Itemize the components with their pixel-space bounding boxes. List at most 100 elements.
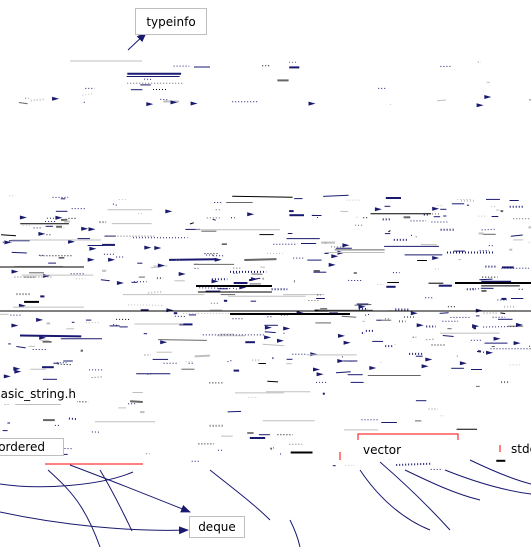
edge-fragment (323, 194, 349, 197)
edge-fragment (91, 376, 103, 378)
edge-arrowhead (432, 256, 440, 260)
edge-arrowhead (165, 209, 173, 214)
edge-arrowhead (39, 335, 47, 340)
edge-arrowhead (19, 215, 27, 220)
edge-fragment (396, 462, 431, 466)
edge-arrowhead (157, 263, 165, 268)
edge-arrowhead (11, 323, 19, 328)
edge-fragment (194, 354, 210, 358)
edge-arrowhead (277, 338, 284, 343)
edge-arrowhead (38, 231, 46, 236)
edge-arrowhead (52, 96, 60, 101)
edge-fragment (189, 222, 194, 225)
edge-arrowhead (432, 206, 440, 211)
edge-fragment (100, 279, 110, 282)
edge-arrowhead (484, 95, 492, 99)
edge-arrowhead (43, 273, 51, 278)
edge-fragment (147, 373, 152, 375)
edge-fragment (341, 315, 357, 318)
edge-cluster (0, 61, 531, 470)
edge-fragment (148, 290, 163, 294)
edge-arrowhead (486, 350, 494, 355)
edge-fragment (262, 343, 285, 347)
edge-fragment (16, 346, 26, 349)
edge-fragment (160, 98, 170, 101)
edge-fragment (354, 304, 372, 306)
edge-fragment (18, 102, 28, 105)
edge-fragment (364, 313, 371, 316)
edge-fragment (264, 331, 276, 334)
edge-to-typeinfo (127, 32, 147, 51)
edge-arrowhead (247, 212, 255, 217)
edge-arrowhead (343, 340, 351, 345)
edge-fragment (0, 234, 17, 237)
edge-arrowhead (425, 357, 433, 362)
edge-arrowhead (338, 333, 345, 338)
node-vector[interactable]: vector (354, 440, 440, 459)
edge-arrowhead (513, 341, 521, 346)
edge-arrowhead (493, 336, 501, 341)
lower-edges (0, 459, 531, 547)
edge-arrowhead (416, 323, 424, 328)
edge-fragment (11, 251, 27, 254)
edge-arrowhead (331, 254, 339, 259)
edge-fragment (227, 360, 232, 363)
edge-fragment (112, 203, 118, 206)
edge-arrowhead (410, 311, 418, 316)
edge-arrowhead (211, 279, 219, 284)
node-typeinfo[interactable]: typeinfo (135, 8, 207, 35)
edge-arrowhead (36, 317, 44, 322)
edge-fragment (128, 304, 164, 306)
edge-arrowhead (3, 374, 11, 379)
edge-arrowhead (214, 257, 222, 262)
edge-fragment (19, 334, 82, 338)
edge-arrowhead (476, 103, 484, 108)
edge-arrowhead (87, 257, 95, 262)
edge-fragment (477, 350, 490, 354)
edge-arrowhead (316, 372, 324, 377)
edge-arrowhead (328, 262, 336, 267)
edge-fragment (270, 446, 275, 450)
highlight-edges (45, 433, 501, 465)
edge-arrowhead (89, 246, 97, 251)
edge-arrowhead (310, 352, 318, 357)
edge-fragment (130, 400, 143, 403)
edge-fragment (244, 258, 277, 261)
edge-arrowhead (11, 269, 19, 274)
edge-arrowhead (4, 240, 12, 245)
edge-arrowhead (160, 340, 168, 345)
edge-arrowhead (14, 369, 22, 374)
edge-fragment (426, 338, 434, 341)
edge-fragment (335, 371, 351, 374)
edge-fragment (68, 417, 78, 421)
edge-arrowhead (369, 366, 377, 370)
edge-fragment (388, 230, 391, 233)
edge-arrowhead (308, 101, 316, 106)
edge-arrowhead (250, 277, 258, 282)
edge-fragment (227, 410, 242, 413)
edge-fragment (232, 287, 239, 290)
edge-arrowhead (154, 246, 162, 250)
edge-fragment (199, 287, 232, 289)
edge-fragment (500, 312, 506, 315)
edge-arrowhead (166, 308, 174, 313)
edge-arrowhead (516, 322, 523, 327)
edge-arrowhead (81, 226, 89, 231)
edge-fragment (113, 324, 118, 326)
edge-fragment (479, 278, 493, 281)
edge-fragment (212, 218, 216, 221)
edge-arrowhead (116, 281, 124, 285)
node-unordered[interactable]: unordered (0, 438, 64, 456)
edge-arrowhead (472, 324, 480, 329)
edge-arrowhead (459, 361, 467, 366)
node-basic-string[interactable]: basic_string.h (0, 384, 77, 404)
edge-arrowhead (108, 257, 116, 262)
edge-arrowhead (358, 304, 366, 309)
node-deque[interactable]: deque (189, 516, 245, 538)
node-stdexcept[interactable]: stdexcept (508, 440, 531, 458)
edge-arrowhead (264, 325, 272, 330)
edge-fragment (169, 258, 217, 261)
edge-arrowhead (55, 215, 63, 220)
edge-arrowhead (146, 102, 154, 107)
